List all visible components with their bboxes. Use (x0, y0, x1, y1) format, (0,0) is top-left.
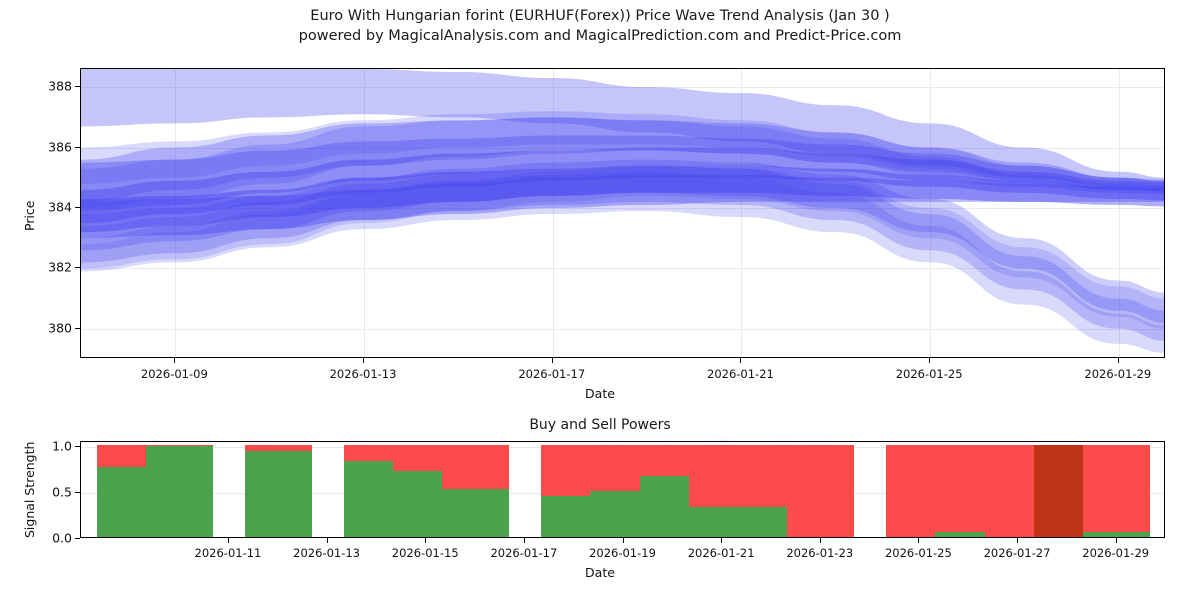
signal-y-tickmark (75, 538, 80, 539)
power-x-tick-label: 2026-01-19 (589, 546, 656, 560)
gridline-vertical (741, 69, 743, 357)
wave-band (81, 111, 1164, 189)
buy-power-segment (935, 532, 1003, 537)
power-x-tickmark (425, 538, 427, 543)
price-x-tick-label: 2026-01-25 (895, 367, 963, 381)
power-x-tickmark (721, 538, 723, 543)
power-x-tick-label: 2026-01-29 (1082, 546, 1150, 560)
wave-band (81, 69, 1164, 190)
power-x-tick-label: 2026-01-27 (983, 546, 1051, 560)
wave-band (81, 165, 1164, 341)
gridline-horizontal (81, 87, 1164, 89)
price-x-tickmark (1117, 358, 1119, 363)
title-line-2: powered by MagicalAnalysis.com and Magic… (298, 28, 902, 44)
power-x-tick-label: 2026-01-23 (786, 546, 854, 560)
price-y-tickmark (75, 206, 80, 208)
price-x-tick-label: 2026-01-17 (518, 367, 586, 381)
price-y-tickmark (75, 86, 80, 88)
power-x-tickmark (1115, 538, 1117, 543)
power-x-tickmark (622, 538, 624, 543)
price-x-tickmark (929, 358, 931, 363)
wave-band (81, 159, 1164, 323)
sell-power-segment (787, 444, 855, 537)
price-y-tickmark (75, 146, 80, 148)
sell-power-segment (146, 444, 213, 446)
wave-band (81, 117, 1164, 202)
wave-band-group (81, 69, 1164, 353)
gridline-vertical (930, 69, 932, 357)
gridline-horizontal (81, 328, 1164, 330)
buy-sell-powers-title: Buy and Sell Powers (529, 417, 671, 433)
power-x-tickmark (819, 538, 821, 543)
sell-power-segment (244, 444, 312, 452)
buy-power-segment (442, 488, 509, 537)
price-y-tickmark (75, 327, 80, 329)
price-y-tick-label: 384 (48, 199, 72, 215)
price-x-tick-label: 2026-01-13 (329, 367, 397, 381)
sell-power-segment (1083, 444, 1150, 533)
signal-y-tick-label: 1.0 (52, 438, 72, 454)
buy-power-segment (1083, 532, 1150, 537)
wave-band (81, 165, 1164, 233)
power-x-tickmark (1017, 538, 1019, 543)
wave-band (81, 135, 1164, 211)
price-x-tickmark (740, 358, 742, 363)
price-x-tick-label: 2026-01-21 (707, 367, 774, 381)
power-x-tick-label: 2026-01-13 (293, 546, 360, 560)
power-x-tickmark (227, 538, 229, 543)
price-x-tick-label: 2026-01-29 (1084, 367, 1152, 381)
gridline-vertical (1118, 69, 1120, 357)
price-y-tick-label: 386 (48, 139, 72, 155)
signal-y-tick-label: 0.5 (52, 484, 72, 500)
wave-band (81, 171, 1164, 353)
power-x-tick-label: 2026-01-25 (884, 546, 952, 560)
signal-y-tickmark (75, 491, 80, 493)
buy-power-segment (146, 445, 213, 537)
signal-bar[interactable] (787, 444, 855, 537)
price-y-tickmark (75, 267, 80, 269)
signal-y-tick-label: 0.0 (52, 530, 72, 546)
sell-power-segment (442, 444, 509, 489)
signal-bar[interactable] (442, 444, 509, 537)
price-wave-plot (80, 68, 1165, 358)
price-x-tick-label: 2026-01-09 (140, 367, 208, 381)
power-x-tickmark (918, 538, 920, 543)
gridline-vertical (552, 69, 554, 357)
gridline-vertical (175, 69, 177, 357)
buy-power-segment (244, 451, 312, 537)
signal-bar[interactable] (1083, 444, 1150, 537)
power-x-tick-label: 2026-01-17 (490, 546, 558, 560)
price-x-tickmark (363, 358, 365, 363)
price-y-tick-label: 388 (48, 78, 72, 94)
price-x-tickmark (174, 358, 176, 363)
wave-band (81, 165, 1164, 329)
price-y-tick-label: 380 (48, 320, 72, 336)
power-x-tickmark (326, 538, 328, 543)
power-x-tick-label: 2026-01-11 (194, 546, 262, 560)
power-date-axis-label: Date (585, 565, 615, 580)
gridline-horizontal (81, 268, 1164, 270)
power-x-tick-label: 2026-01-21 (687, 546, 755, 560)
gridline-horizontal (81, 147, 1164, 149)
gridline-vertical (364, 69, 366, 357)
signal-y-tickmark (75, 445, 80, 447)
wave-band (81, 117, 1164, 208)
buy-sell-powers-plot (80, 441, 1165, 538)
gridline-horizontal (81, 207, 1164, 209)
title-line-1: Euro With Hungarian forint (EURHUF(Forex… (310, 8, 890, 24)
power-x-tick-label: 2026-01-15 (391, 546, 459, 560)
price-x-tickmark (551, 358, 553, 363)
wave-band (81, 147, 1164, 224)
price-date-axis-label: Date (585, 386, 615, 401)
signal-bar[interactable] (244, 444, 312, 537)
power-x-tickmark (523, 538, 525, 543)
page-title: Euro With Hungarian forint (EURHUF(Forex… (0, 6, 1200, 46)
price-y-tick-label: 382 (48, 259, 72, 275)
signal-bar[interactable] (146, 444, 213, 537)
wave-band (81, 174, 1164, 239)
